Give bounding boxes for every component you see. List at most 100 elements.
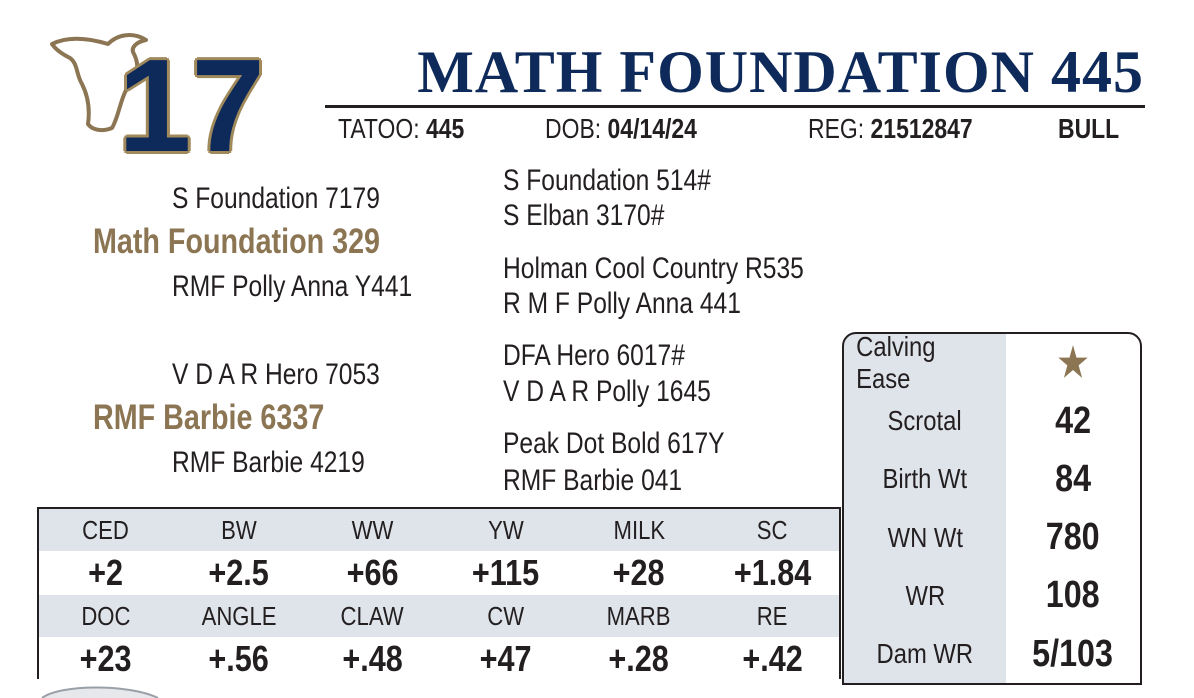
trait-row: Calving Ease ★ (844, 332, 1140, 395)
pedigree-name: RMF Barbie 4219 (172, 446, 407, 480)
epd-label: MARB (607, 600, 671, 631)
epd-value-cell: +.48 (306, 637, 439, 681)
pedigree-sire: Math Foundation 329 (93, 223, 443, 261)
pedigree-name: RMF Polly Anna Y441 (172, 270, 465, 304)
trait-value: ★ (1057, 341, 1089, 386)
epd-value: +28 (613, 552, 665, 593)
epd-value: +.56 (208, 638, 270, 679)
epd-value: +2 (88, 552, 124, 593)
epd-label-row: CED BW WW YW MILK SC (39, 509, 839, 551)
trait-value: 108 (1046, 574, 1100, 617)
ancestor: RMF Barbie 041 (503, 464, 683, 497)
animal-name: MATH FOUNDATION 445 (417, 39, 1144, 105)
epd-label-cell: DOC (39, 595, 172, 637)
trait-label: WR (905, 579, 945, 611)
epd-value-row: +23 +.56 +.48 +47 +.28 +.42 (39, 637, 839, 681)
epd-label: BW (221, 514, 257, 545)
trait-label: Scrotal (887, 405, 963, 437)
epd-value: +.48 (342, 638, 403, 679)
info-value: 21512847 (870, 113, 973, 144)
ancestor: Peak Dot Bold 617Y (503, 427, 725, 460)
sex-text: BULL (1058, 113, 1120, 144)
epd-value-row: +2 +2.5 +66 +115 +28 +1.84 (39, 551, 839, 595)
cow-head-icon (50, 33, 148, 133)
epd-label: YW (487, 514, 524, 545)
pedigree-name: RMF Barbie 041 (503, 464, 721, 498)
sex: BULL (1058, 113, 1133, 145)
title-rule (325, 105, 1145, 108)
lot-number: 17 (118, 32, 265, 179)
epd-value-cell: +47 (439, 637, 572, 681)
pedigree-name: S Elban 3170# (503, 199, 700, 233)
sire-dam: RMF Polly Anna Y441 (172, 270, 413, 303)
epd-label-cell: MILK (572, 509, 705, 551)
info-label: REG: (808, 113, 865, 144)
epd-value-cell: +.56 (172, 637, 305, 681)
epd-value-cell: +2 (39, 551, 172, 595)
epd-label-cell: WW (306, 509, 439, 551)
trait-label-cell: WR (844, 567, 1006, 625)
trait-value-cell: 108 (1006, 567, 1140, 625)
ancestor: S Foundation 514# (503, 164, 711, 197)
ancestor: Holman Cool Country R535 (503, 252, 804, 285)
trait-value-cell: 780 (1006, 509, 1140, 567)
trait-box: Calving Ease ★ Scrotal 42 Birth Wt 84 WN Wt 780… (842, 332, 1142, 685)
epd-label: ANGLE (201, 600, 277, 631)
trait-value-cell: 42 (1006, 392, 1140, 450)
dob: DOB: 04/14/24 (545, 113, 730, 145)
pedigree-name: V D A R Polly 1645 (503, 375, 756, 409)
epd-label-cell: CW (439, 595, 572, 637)
dam-sire: V D A R Hero 7053 (172, 358, 380, 391)
trait-row: WN Wt 780 (844, 509, 1140, 567)
pedigree-name: R M F Polly Anna 441 (503, 287, 793, 321)
dam: RMF Barbie 6337 (93, 398, 325, 437)
epd-value-cell: +.42 (706, 637, 839, 681)
info-label: DOB: (545, 113, 602, 144)
trait-label: Birth Wt (882, 463, 968, 495)
pedigree-name: S Foundation 514# (503, 164, 757, 198)
epd-label: MILK (613, 514, 665, 545)
trait-label-cell: Calving Ease (844, 332, 1006, 395)
epd-value: +1.84 (733, 552, 812, 593)
trait-value-cell: ★ (1006, 334, 1140, 392)
epd-label-cell: MARB (572, 595, 705, 637)
epd-table: CED BW WW YW MILK SC +2 +2.5 +66 +115 +28 +1.84 DOC A… (37, 507, 841, 681)
trait-value: 5/103 (1032, 632, 1114, 675)
tattoo: TATOO: 445 (338, 113, 492, 145)
epd-label: SC (756, 514, 788, 545)
trait-value-cell: 5/103 (1006, 625, 1140, 683)
trait-label: Dam WR (876, 638, 974, 670)
trait-label-cell: Dam WR (844, 625, 1006, 683)
trait-value: 84 (1055, 457, 1091, 500)
epd-value-cell: +23 (39, 637, 172, 681)
pedigree-name: Holman Cool Country R535 (503, 252, 870, 286)
epd-label: CLAW (340, 600, 404, 631)
epd-value: +.28 (608, 638, 670, 679)
pedigree-name: S Foundation 7179 (172, 182, 426, 216)
epd-value-cell: +1.84 (706, 551, 839, 595)
trait-value: 42 (1055, 399, 1091, 442)
epd-label: DOC (81, 600, 131, 631)
epd-label-cell: YW (439, 509, 572, 551)
epd-label: CED (82, 514, 129, 545)
info-value: 445 (426, 113, 465, 144)
trait-label: WN Wt (887, 521, 963, 553)
trait-value: 780 (1046, 516, 1100, 559)
epd-value: +47 (479, 638, 532, 679)
pedigree-name: DFA Hero 6017# (503, 339, 725, 373)
info-label: TATOO: (338, 113, 420, 144)
trait-row: Birth Wt 84 (844, 450, 1140, 508)
epd-label-cell: CLAW (306, 595, 439, 637)
epd-label-cell: ANGLE (172, 595, 305, 637)
epd-label-cell: CED (39, 509, 172, 551)
ancestor: V D A R Polly 1645 (503, 375, 711, 408)
epd-label: WW (351, 514, 394, 545)
ancestor: S Elban 3170# (503, 199, 665, 232)
trait-label-cell: Birth Wt (844, 450, 1006, 508)
trait-label: Calving Ease (856, 332, 936, 395)
epd-value-cell: +66 (306, 551, 439, 595)
epd-value: +115 (472, 552, 540, 593)
trait-row: Dam WR 5/103 (844, 625, 1140, 683)
info-value: 04/14/24 (607, 113, 697, 144)
badge-edge (41, 686, 159, 698)
